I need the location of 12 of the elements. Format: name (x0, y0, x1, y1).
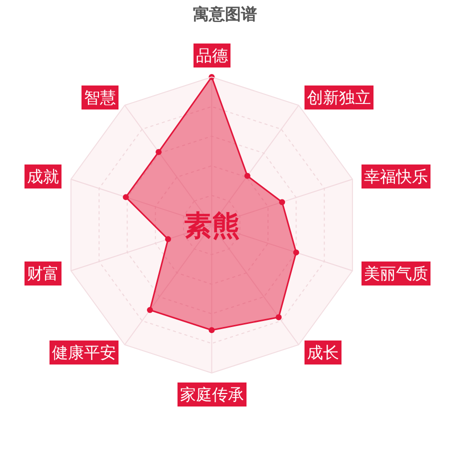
spoke-label: 健康平安 (52, 343, 116, 362)
spoke-label: 智慧 (84, 88, 116, 107)
spoke-label: 幸福快乐 (364, 167, 428, 186)
spoke-label: 财富 (27, 264, 59, 283)
spoke-label: 美丽气质 (364, 264, 428, 283)
spoke-label: 家庭传承 (180, 385, 244, 404)
spoke-label: 创新独立 (307, 88, 371, 107)
chart-title: 寓意图谱 (193, 4, 257, 24)
text: 素熊 (184, 209, 240, 242)
spoke-label: 成长 (307, 343, 339, 362)
spoke-label: 成就 (27, 167, 59, 186)
spoke-label: 品德 (196, 46, 228, 65)
